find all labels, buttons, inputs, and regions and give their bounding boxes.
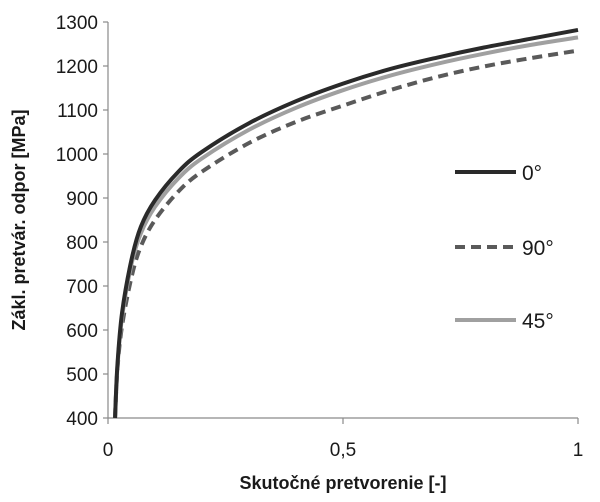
y-tick-label: 900 <box>66 189 98 210</box>
y-tick-label: 1100 <box>57 101 98 122</box>
y-tick-label: 400 <box>66 409 98 430</box>
x-tick-label: 0 <box>103 440 114 461</box>
y-axis-title: Zákl. pretvár. odpor [MPa] <box>9 109 29 330</box>
y-tick-label: 1000 <box>56 145 98 166</box>
x-tick-label: 1 <box>573 440 584 461</box>
series-line <box>113 48 579 419</box>
y-tick-label: 600 <box>66 321 98 342</box>
legend: 0° 90° 45° <box>455 162 554 333</box>
y-tick-label: 500 <box>66 365 98 386</box>
legend-label: 0° <box>522 162 542 185</box>
series-line <box>113 27 579 419</box>
x-tick-label: 0,5 <box>330 440 356 461</box>
series-line <box>113 35 579 419</box>
legend-label: 45° <box>522 310 554 333</box>
axes: 400 500 600 700 800 900 1000 1100 1200 1300 0 0,5 1 <box>56 13 584 461</box>
legend-label: 90° <box>522 237 554 260</box>
y-tick-label: 700 <box>66 277 98 298</box>
y-tick-label: 1300 <box>56 13 98 34</box>
y-tick-label: 800 <box>66 233 98 254</box>
series-layer <box>113 27 579 419</box>
x-axis-title: Skutočné pretvorenie [-] <box>239 473 446 493</box>
y-tick-label: 1200 <box>56 57 98 78</box>
